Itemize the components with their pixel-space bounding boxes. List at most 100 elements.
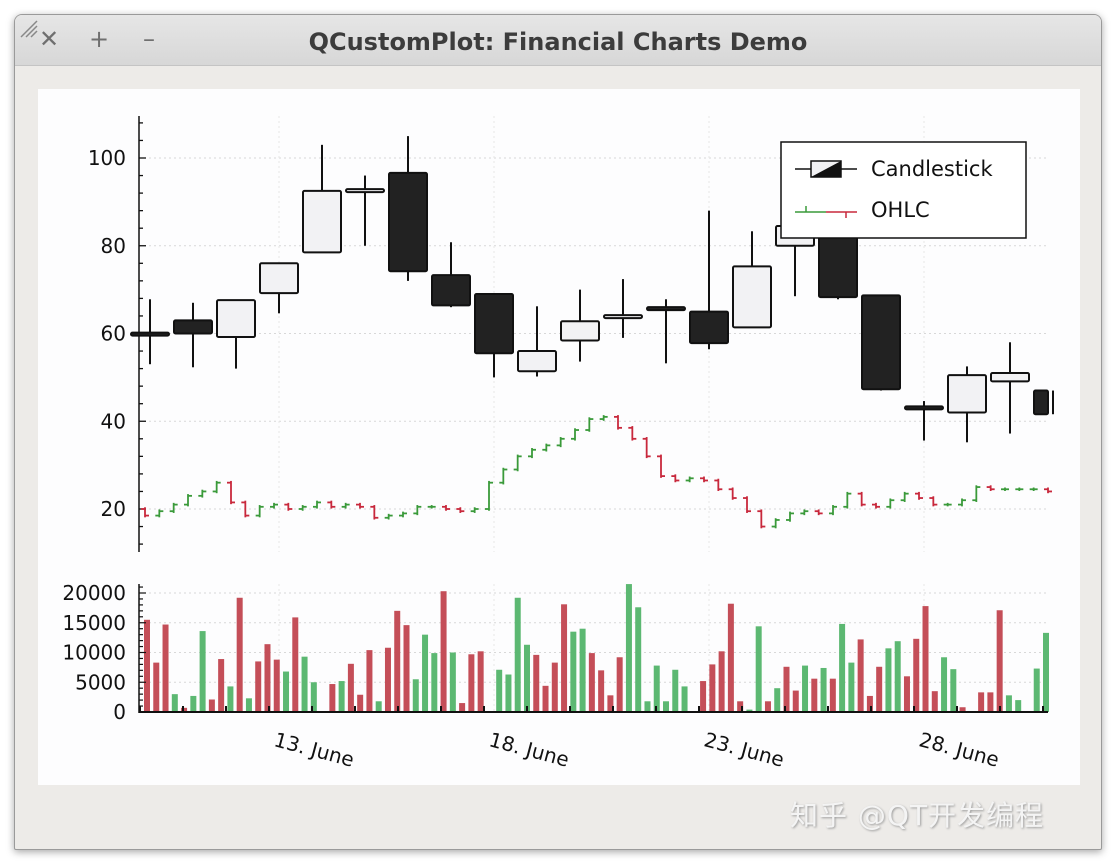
volume-bar: [468, 654, 475, 712]
x-tick-label: 13. June: [272, 727, 357, 771]
volume-bar: [588, 653, 595, 712]
volume-bar: [283, 671, 290, 712]
candle-body: [904, 405, 944, 411]
candlestick: [689, 210, 729, 350]
volume-bar: [357, 694, 364, 712]
volume-bar: [635, 607, 642, 712]
volume-bar: [347, 663, 354, 712]
ohlc-bar: [528, 448, 536, 459]
ohlc-bar: [542, 443, 551, 452]
candlestick: [259, 262, 299, 314]
volume-bar: [505, 674, 512, 712]
volume-bar: [598, 670, 605, 712]
volume-bar: [496, 669, 503, 712]
maximize-button[interactable]: +: [88, 25, 110, 53]
ohlc-bar: [413, 505, 422, 516]
volume-bar: [1043, 632, 1049, 712]
volume-bar: [199, 631, 206, 712]
candlestick: [517, 306, 557, 377]
volume-bar: [644, 701, 651, 712]
volume-bar: [727, 603, 734, 712]
y-tick-label: 10000: [62, 641, 126, 665]
volume-bar: [1005, 695, 1012, 712]
resize-grip-icon[interactable]: [15, 15, 39, 39]
ohlc-bar: [227, 480, 235, 505]
volume-bar: [394, 610, 401, 712]
candlestick: [603, 279, 643, 338]
ohlc-bar: [972, 485, 981, 502]
candlestick: [947, 366, 987, 443]
ohlc-bar: [872, 502, 880, 509]
volume-bar: [764, 701, 771, 712]
ohlc-bar: [986, 485, 995, 492]
ohlc-bar: [184, 494, 192, 507]
candlestick: [646, 299, 686, 364]
candlestick: [173, 302, 213, 368]
candlestick: [431, 242, 471, 308]
legend-label-candlestick: Candlestick: [871, 157, 993, 181]
ohlc-bar: [1001, 487, 1009, 492]
ohlc-bar: [900, 491, 909, 502]
ohlc-bar: [714, 478, 723, 492]
volume-bar: [181, 707, 188, 712]
volume-bar: [885, 648, 892, 712]
ohlc-bar: [255, 505, 264, 518]
close-button[interactable]: ✕: [38, 25, 60, 53]
ohlc-bar: [356, 502, 364, 509]
volume-bar: [412, 679, 419, 712]
volume-bar: [709, 664, 716, 712]
volume-bar: [839, 623, 846, 712]
ohlc-bar: [470, 507, 479, 513]
candle-body: [259, 262, 299, 295]
candle-body: [130, 331, 170, 337]
volume-bar: [1033, 668, 1040, 712]
volume-bar: [329, 684, 336, 712]
candle-body: [216, 299, 256, 339]
candlestick: [732, 231, 772, 329]
ohlc-bar: [284, 502, 293, 511]
title-bar[interactable]: ✕ + – QCustomPlot: Financial Charts Demo: [15, 15, 1101, 66]
ohlc-bar: [886, 498, 895, 509]
ohlc-bar: [1029, 487, 1038, 492]
ohlc-bar: [671, 474, 680, 483]
volume-bar: [301, 656, 308, 712]
volume-bar: [607, 695, 614, 712]
y-tick-label: 40: [101, 409, 126, 433]
ohlc-bar: [700, 476, 708, 483]
ohlc-bar: [384, 513, 393, 520]
candlestick: [1033, 389, 1054, 416]
y-tick-label: 15000: [62, 611, 126, 635]
volume-bar: [774, 688, 781, 712]
volume-bar: [459, 703, 466, 712]
candlestick: [388, 136, 428, 281]
volume-bar: [162, 624, 169, 712]
y-tick-label: 60: [101, 322, 126, 346]
volume-bar: [922, 606, 929, 712]
volume-bar: [338, 681, 345, 712]
ohlc-bar: [800, 509, 809, 516]
candle-body: [947, 374, 987, 414]
volume-bar: [523, 644, 530, 712]
volume-bar: [144, 619, 150, 712]
minimize-button[interactable]: –: [143, 25, 155, 53]
volume-bar: [746, 709, 753, 712]
ohlc-bar: [657, 454, 665, 478]
volume-axis-rect: 0 5000 10000 15000 20000 13. June 18. June 23. …: [62, 581, 1049, 772]
candlestick: [474, 293, 514, 378]
window-title: QCustomPlot: Financial Charts Demo: [308, 28, 808, 56]
y-tick-label: 100: [88, 146, 126, 170]
ohlc-bar: [599, 415, 608, 421]
volume-bar: [236, 597, 243, 712]
candle-body: [603, 314, 643, 320]
volume-bar: [987, 692, 994, 712]
volume-bar: [514, 597, 521, 712]
volume-bar: [245, 698, 252, 712]
y-tick-label: 20000: [62, 581, 126, 605]
ohlc-bar: [771, 518, 780, 529]
volume-bar: [570, 631, 577, 712]
volume-bar: [931, 691, 938, 712]
candlestick: [990, 342, 1030, 434]
volume-bar: [171, 694, 178, 712]
volume-bar: [894, 641, 901, 712]
